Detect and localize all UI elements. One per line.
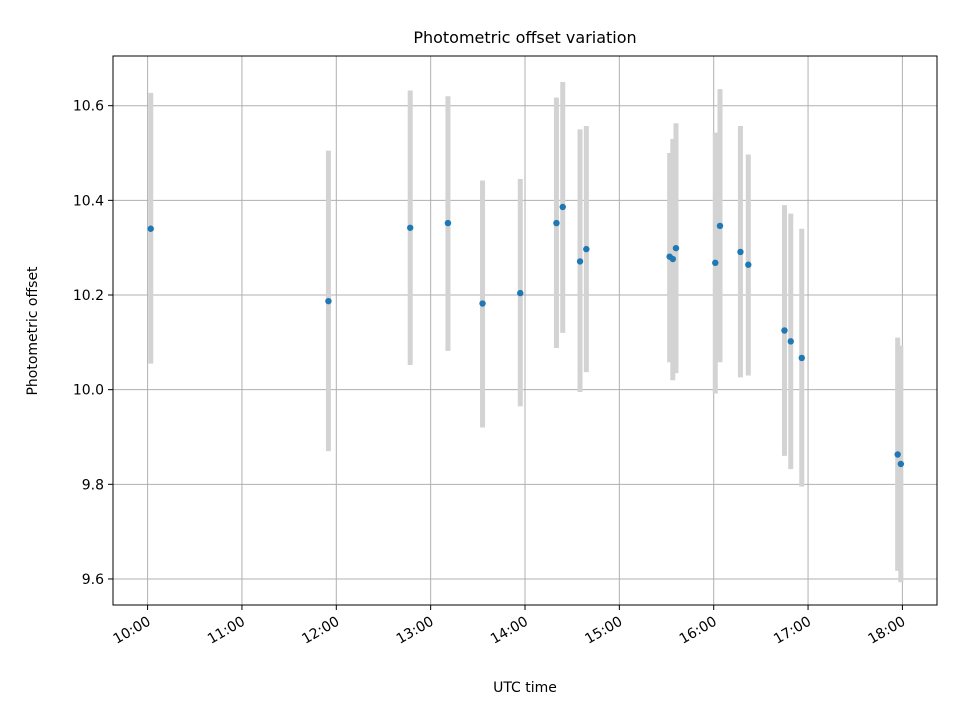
data-point [787,338,794,345]
data-point [672,244,680,252]
data-point [517,289,524,297]
data-point [325,297,332,305]
data-point [781,327,788,334]
y-tick-label: 9.8 [82,477,104,493]
data-point [444,219,452,227]
data-point [479,300,486,307]
data-point [559,203,566,211]
data-point [147,225,154,232]
data-point [737,248,744,256]
y-tick-label: 9.6 [82,572,104,588]
data-point [897,460,905,468]
y-tick-label: 10.2 [73,288,104,304]
data-point [553,219,560,227]
data-point [798,354,805,362]
y-tick-label: 10.6 [73,99,104,115]
point-layer [147,203,905,468]
data-point [712,259,719,267]
data-point [583,245,590,253]
y-axis-label: Photometric offset [25,266,41,396]
y-tick-label: 10.0 [73,383,104,399]
y-tick-label: 10.4 [73,193,104,209]
data-point [407,224,414,231]
data-point [745,261,752,268]
data-point [894,451,901,458]
data-point [669,255,677,263]
data-point [716,222,724,230]
data-point [576,258,584,265]
x-axis-label: UTC time [493,680,557,696]
chart-title: Photometric offset variation [413,28,636,47]
